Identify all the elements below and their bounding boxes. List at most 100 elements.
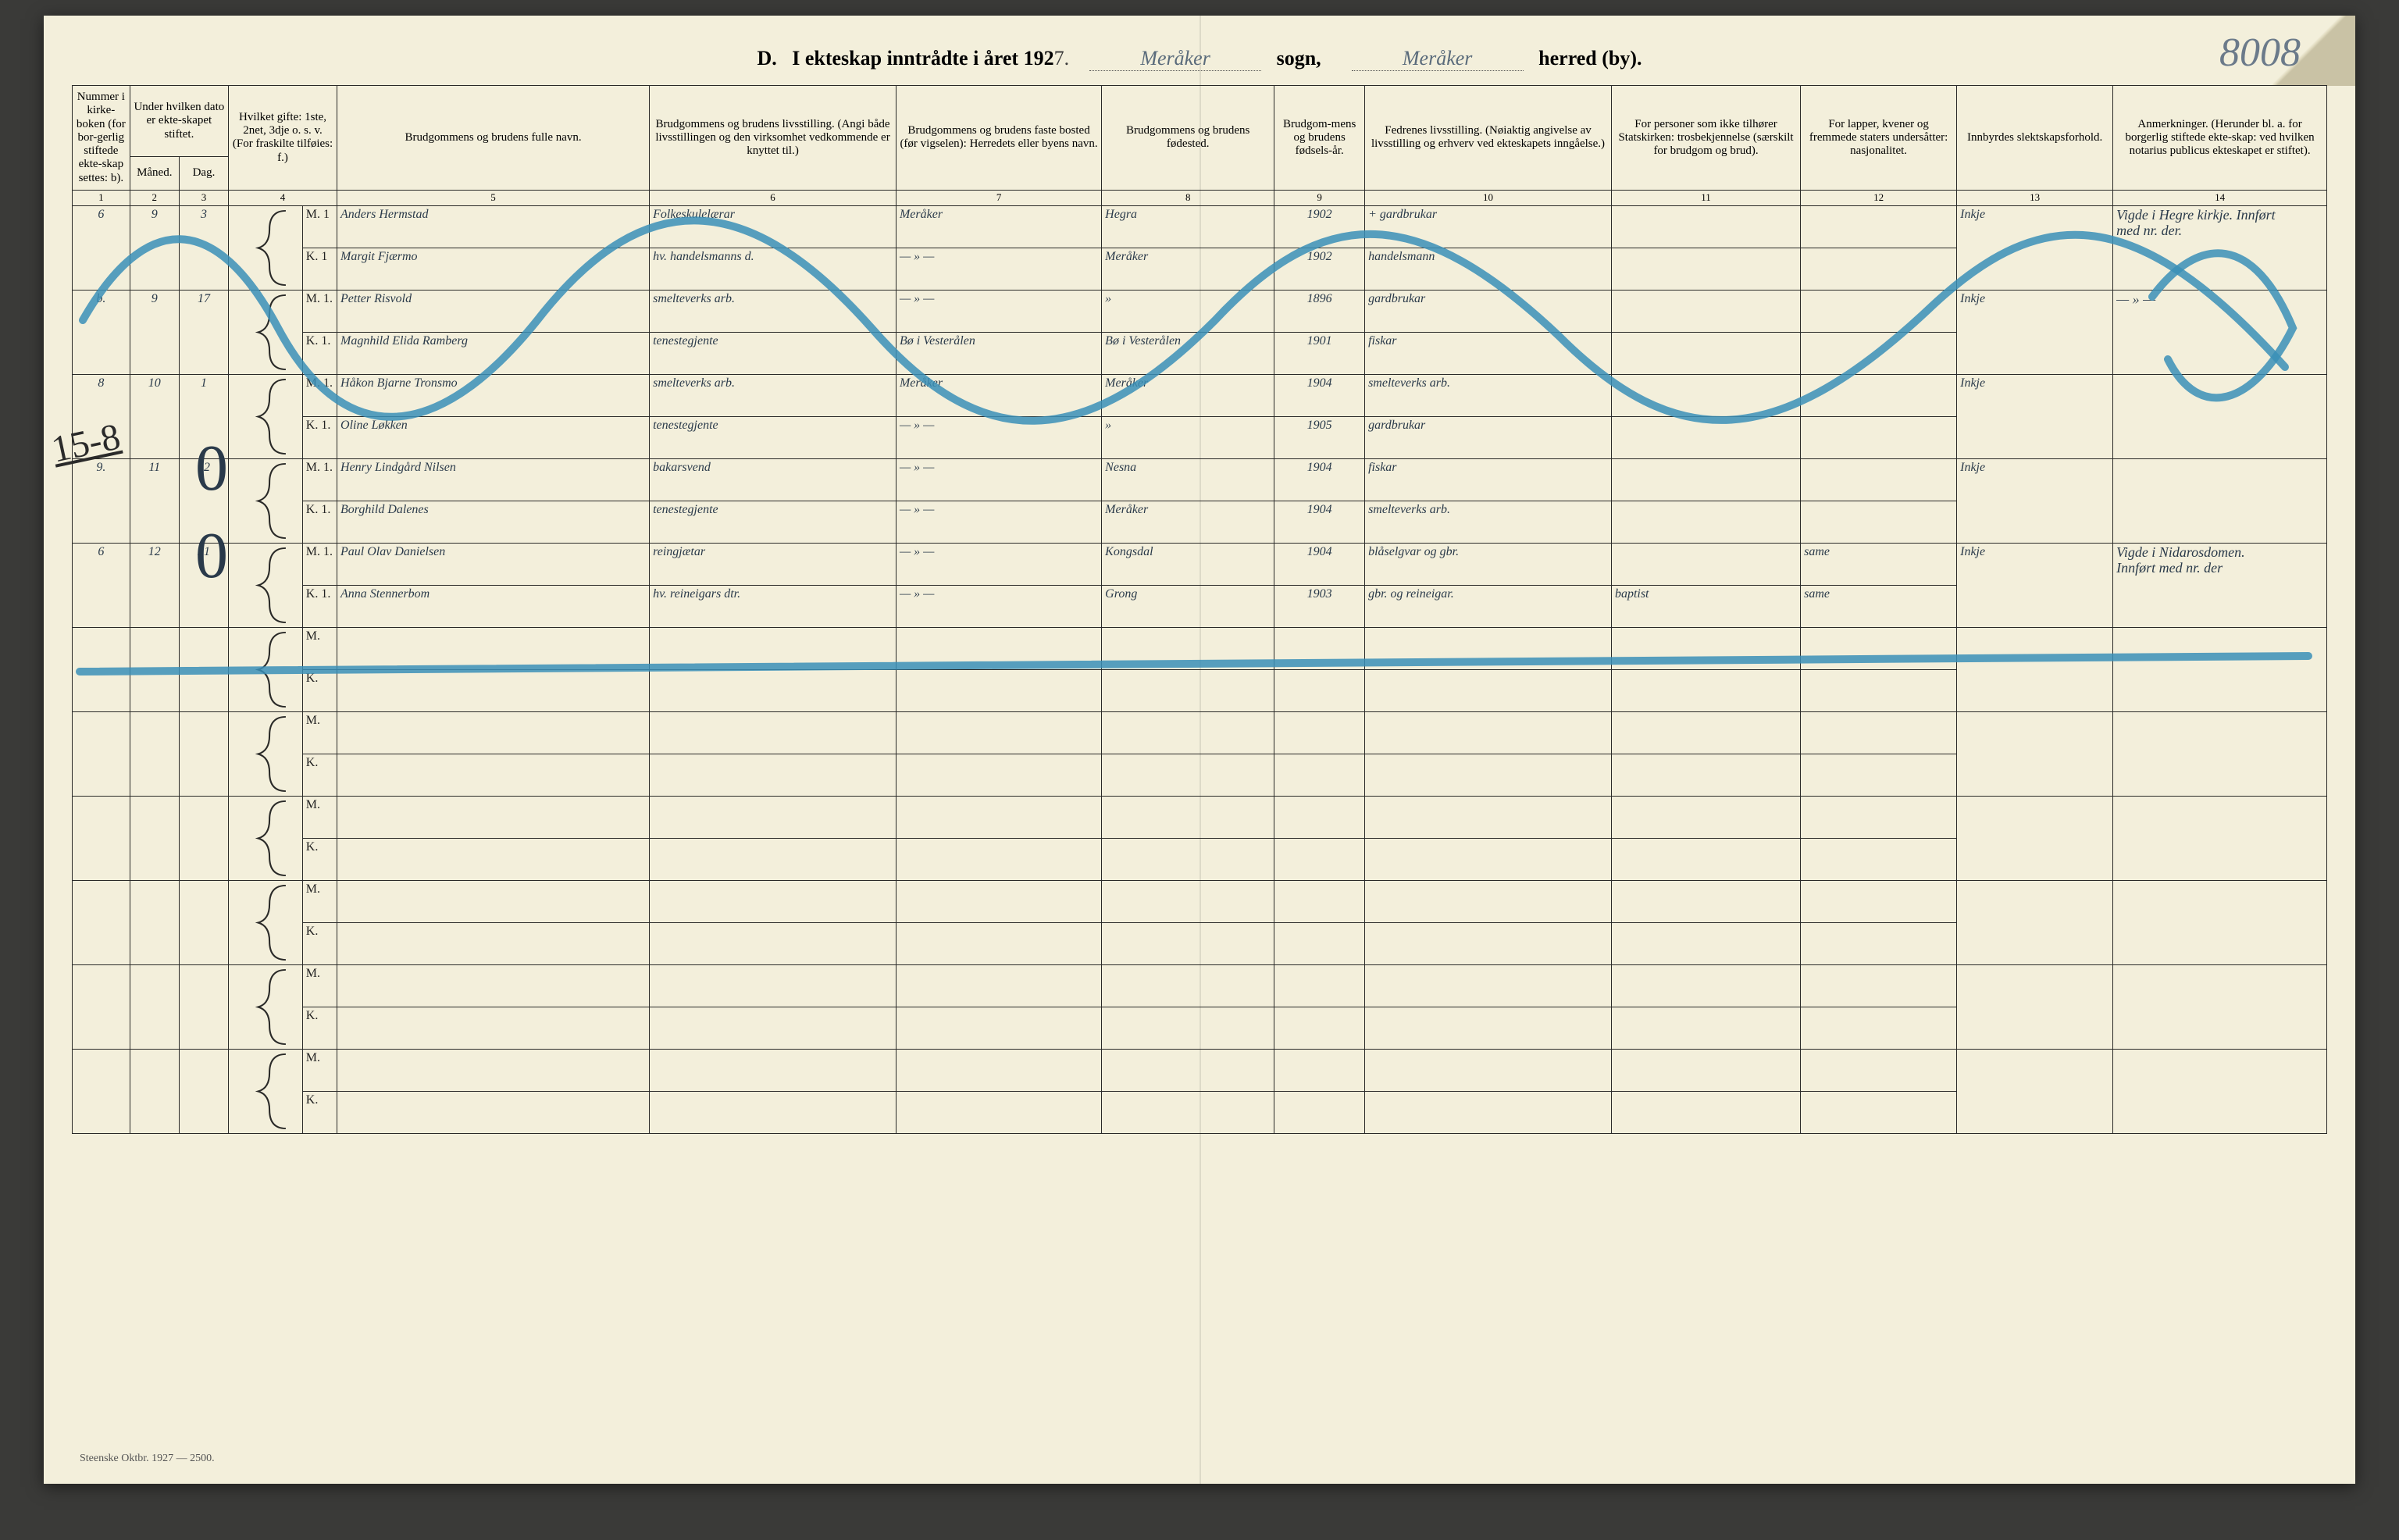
cell-nasj — [1801, 501, 1957, 543]
cell-tros — [1611, 543, 1800, 585]
cell-empty — [179, 627, 228, 711]
cell-navn: Oline Løkken — [337, 416, 650, 458]
cell-empty — [1611, 711, 1800, 754]
cell-navn: Petter Risvold — [337, 290, 650, 332]
cell-tros — [1611, 458, 1800, 501]
brace-cell — [229, 964, 303, 1049]
cell-mk-k: K. 1. — [302, 332, 337, 374]
cell-aar: 1896 — [1274, 290, 1365, 332]
cell-empty — [130, 627, 179, 711]
cell-empty — [1611, 754, 1800, 796]
cell-fodested: Meråker — [1102, 501, 1274, 543]
cell-bosted: — » — — [896, 416, 1101, 458]
cell-mk-m: M. 1. — [302, 374, 337, 416]
cell-empty — [1274, 1049, 1365, 1091]
cell-empty — [179, 964, 228, 1049]
page-number-handwritten: 8008 — [2219, 30, 2301, 76]
cell-empty — [179, 880, 228, 964]
cell-empty — [337, 922, 650, 964]
cell-empty — [337, 711, 650, 754]
cell-empty — [337, 754, 650, 796]
cell-empty — [1102, 922, 1274, 964]
col-num: 5 — [337, 190, 650, 205]
cell-mk-k: K. 1. — [302, 501, 337, 543]
zero-mark: 0 — [195, 529, 228, 582]
cell-empty — [1611, 1091, 1800, 1133]
cell-tros — [1611, 501, 1800, 543]
cell-empty — [130, 711, 179, 796]
cell-empty — [650, 711, 897, 754]
cell-empty — [896, 796, 1101, 838]
brace-cell — [229, 796, 303, 880]
cell-nasj — [1801, 290, 1957, 332]
cell-tros — [1611, 374, 1800, 416]
cell-empty — [1365, 796, 1612, 838]
col-num: 4 — [229, 190, 337, 205]
brace-cell — [229, 627, 303, 711]
cell-empty — [1611, 796, 1800, 838]
cell-empty — [1365, 838, 1612, 880]
cell-empty — [1801, 922, 1957, 964]
cell-mk-m: M. — [302, 627, 337, 669]
table-row-empty: M. — [73, 711, 2327, 754]
cell-anm: Vigde i Nidarosdomen.Innført med nr. der — [2113, 543, 2327, 627]
table-body: 693M. 1Anders HermstadFolkeskulelærarMer… — [73, 205, 2327, 1133]
cell-empty — [337, 1091, 650, 1133]
brace-cell — [229, 458, 303, 543]
col-header-12: For lapper, kvener og fremmede staters u… — [1801, 86, 1957, 191]
cell-empty — [1611, 669, 1800, 711]
cell-slekt: Inkje — [1957, 458, 2113, 543]
cell-nasj: same — [1801, 585, 1957, 627]
cell-mk-k: K. — [302, 1091, 337, 1133]
table-row: 61221M. 1.Paul Olav Danielsenreingjætar—… — [73, 543, 2327, 585]
cell-empty — [1611, 880, 1800, 922]
col-header-1: Nummer i kirke-boken (for bor-gerlig sti… — [73, 86, 130, 191]
cell-empty — [896, 627, 1101, 669]
cell-mk-m: M. — [302, 1049, 337, 1091]
cell-empty — [1957, 880, 2113, 964]
cell-bosted: — » — — [896, 290, 1101, 332]
cell-empty — [73, 880, 130, 964]
cell-empty — [1801, 796, 1957, 838]
cell-mk-k: K. 1 — [302, 248, 337, 290]
cell-empty — [1957, 796, 2113, 880]
cell-maaned: 10 — [130, 374, 179, 458]
col-num: 2 — [130, 190, 179, 205]
cell-empty — [1102, 711, 1274, 754]
cell-aar: 1902 — [1274, 248, 1365, 290]
cell-fodested: Nesna — [1102, 458, 1274, 501]
cell-mk-k: K. 1. — [302, 585, 337, 627]
header-sogn-label: sogn, — [1277, 47, 1321, 70]
cell-empty — [1801, 880, 1957, 922]
col-header-11: For personer som ikke tilhører Statskirk… — [1611, 86, 1800, 191]
header-herred-value: Meråker — [1352, 47, 1524, 71]
cell-empty — [896, 754, 1101, 796]
cell-navn: Håkon Bjarne Tronsmo — [337, 374, 650, 416]
cell-mk-m: M. — [302, 711, 337, 754]
cell-fodested: Bø i Vesterålen — [1102, 332, 1274, 374]
cell-bosted: — » — — [896, 543, 1101, 585]
cell-fedre: + gardbrukar — [1365, 205, 1612, 248]
table-row: b.917M. 1.Petter Risvoldsmelteverks arb.… — [73, 290, 2327, 332]
cell-maaned: 9 — [130, 205, 179, 290]
cell-empty — [1801, 669, 1957, 711]
cell-fodested: Hegra — [1102, 205, 1274, 248]
cell-navn: Paul Olav Danielsen — [337, 543, 650, 585]
cell-stilling: reingjætar — [650, 543, 897, 585]
cell-bosted: — » — — [896, 248, 1101, 290]
cell-num: 6 — [73, 543, 130, 627]
cell-anm: — » — — [2113, 290, 2327, 374]
col-num: 7 — [896, 190, 1101, 205]
cell-empty — [1957, 627, 2113, 711]
cell-bosted: — » — — [896, 585, 1101, 627]
cell-empty — [1274, 838, 1365, 880]
cell-empty — [896, 922, 1101, 964]
cell-empty — [1274, 711, 1365, 754]
cell-maaned: 9 — [130, 290, 179, 374]
col-header-2a: Måned. — [130, 157, 179, 191]
cell-aar: 1905 — [1274, 416, 1365, 458]
cell-navn: Borghild Dalenes — [337, 501, 650, 543]
cell-empty — [130, 880, 179, 964]
cell-empty — [1102, 964, 1274, 1007]
cell-empty — [896, 711, 1101, 754]
